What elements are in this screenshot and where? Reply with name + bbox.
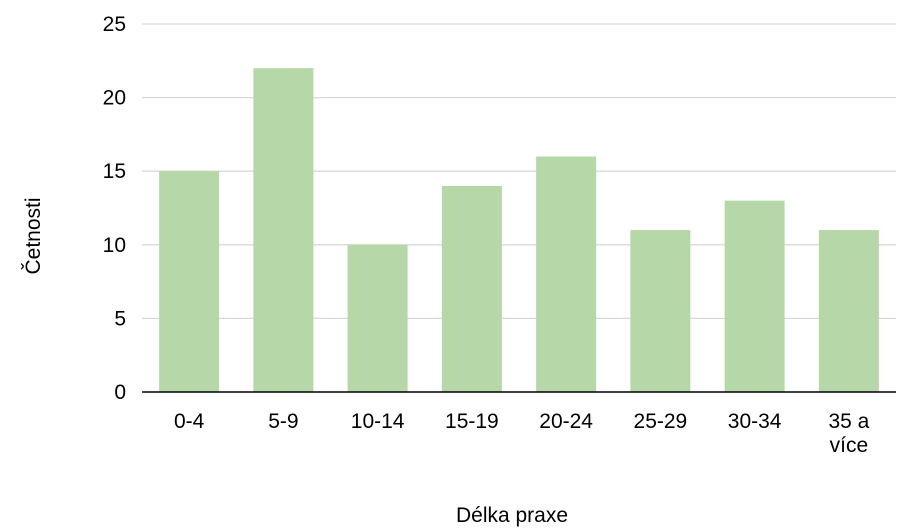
x-axis-title: Délka praxe	[456, 504, 568, 527]
x-tick-label: 10-14	[351, 410, 405, 433]
bar	[441, 185, 502, 392]
x-tick-label: 15-19	[445, 410, 499, 433]
bar	[347, 244, 408, 392]
bar	[536, 156, 597, 392]
y-tick-label: 5	[114, 307, 126, 330]
y-tick-label: 15	[103, 160, 126, 183]
y-tick-label: 10	[103, 234, 126, 257]
y-tick-label: 25	[103, 13, 126, 36]
bar	[159, 171, 220, 392]
x-tick-label: 5-9	[268, 410, 298, 433]
bar	[818, 230, 879, 392]
y-tick-labels: 0 5 10 15 20 25	[103, 13, 126, 404]
y-axis-title: Četnosti	[22, 197, 45, 274]
x-tick-label: 25-29	[634, 410, 688, 433]
y-tick-label: 0	[114, 381, 126, 404]
bars	[159, 68, 879, 392]
bar	[724, 200, 785, 392]
x-tick-label: 20-24	[539, 410, 593, 433]
x-tick-label: 30-34	[728, 410, 782, 433]
x-tick-label: 0-4	[174, 410, 205, 433]
x-tick-labels: 0-4 5-9 10-14 15-19 20-24 25-29 30-34 35 a více	[174, 410, 870, 457]
x-tick-label: 35 a více	[828, 410, 869, 457]
bar	[630, 230, 691, 392]
y-tick-label: 20	[103, 87, 126, 110]
bar	[253, 68, 314, 392]
